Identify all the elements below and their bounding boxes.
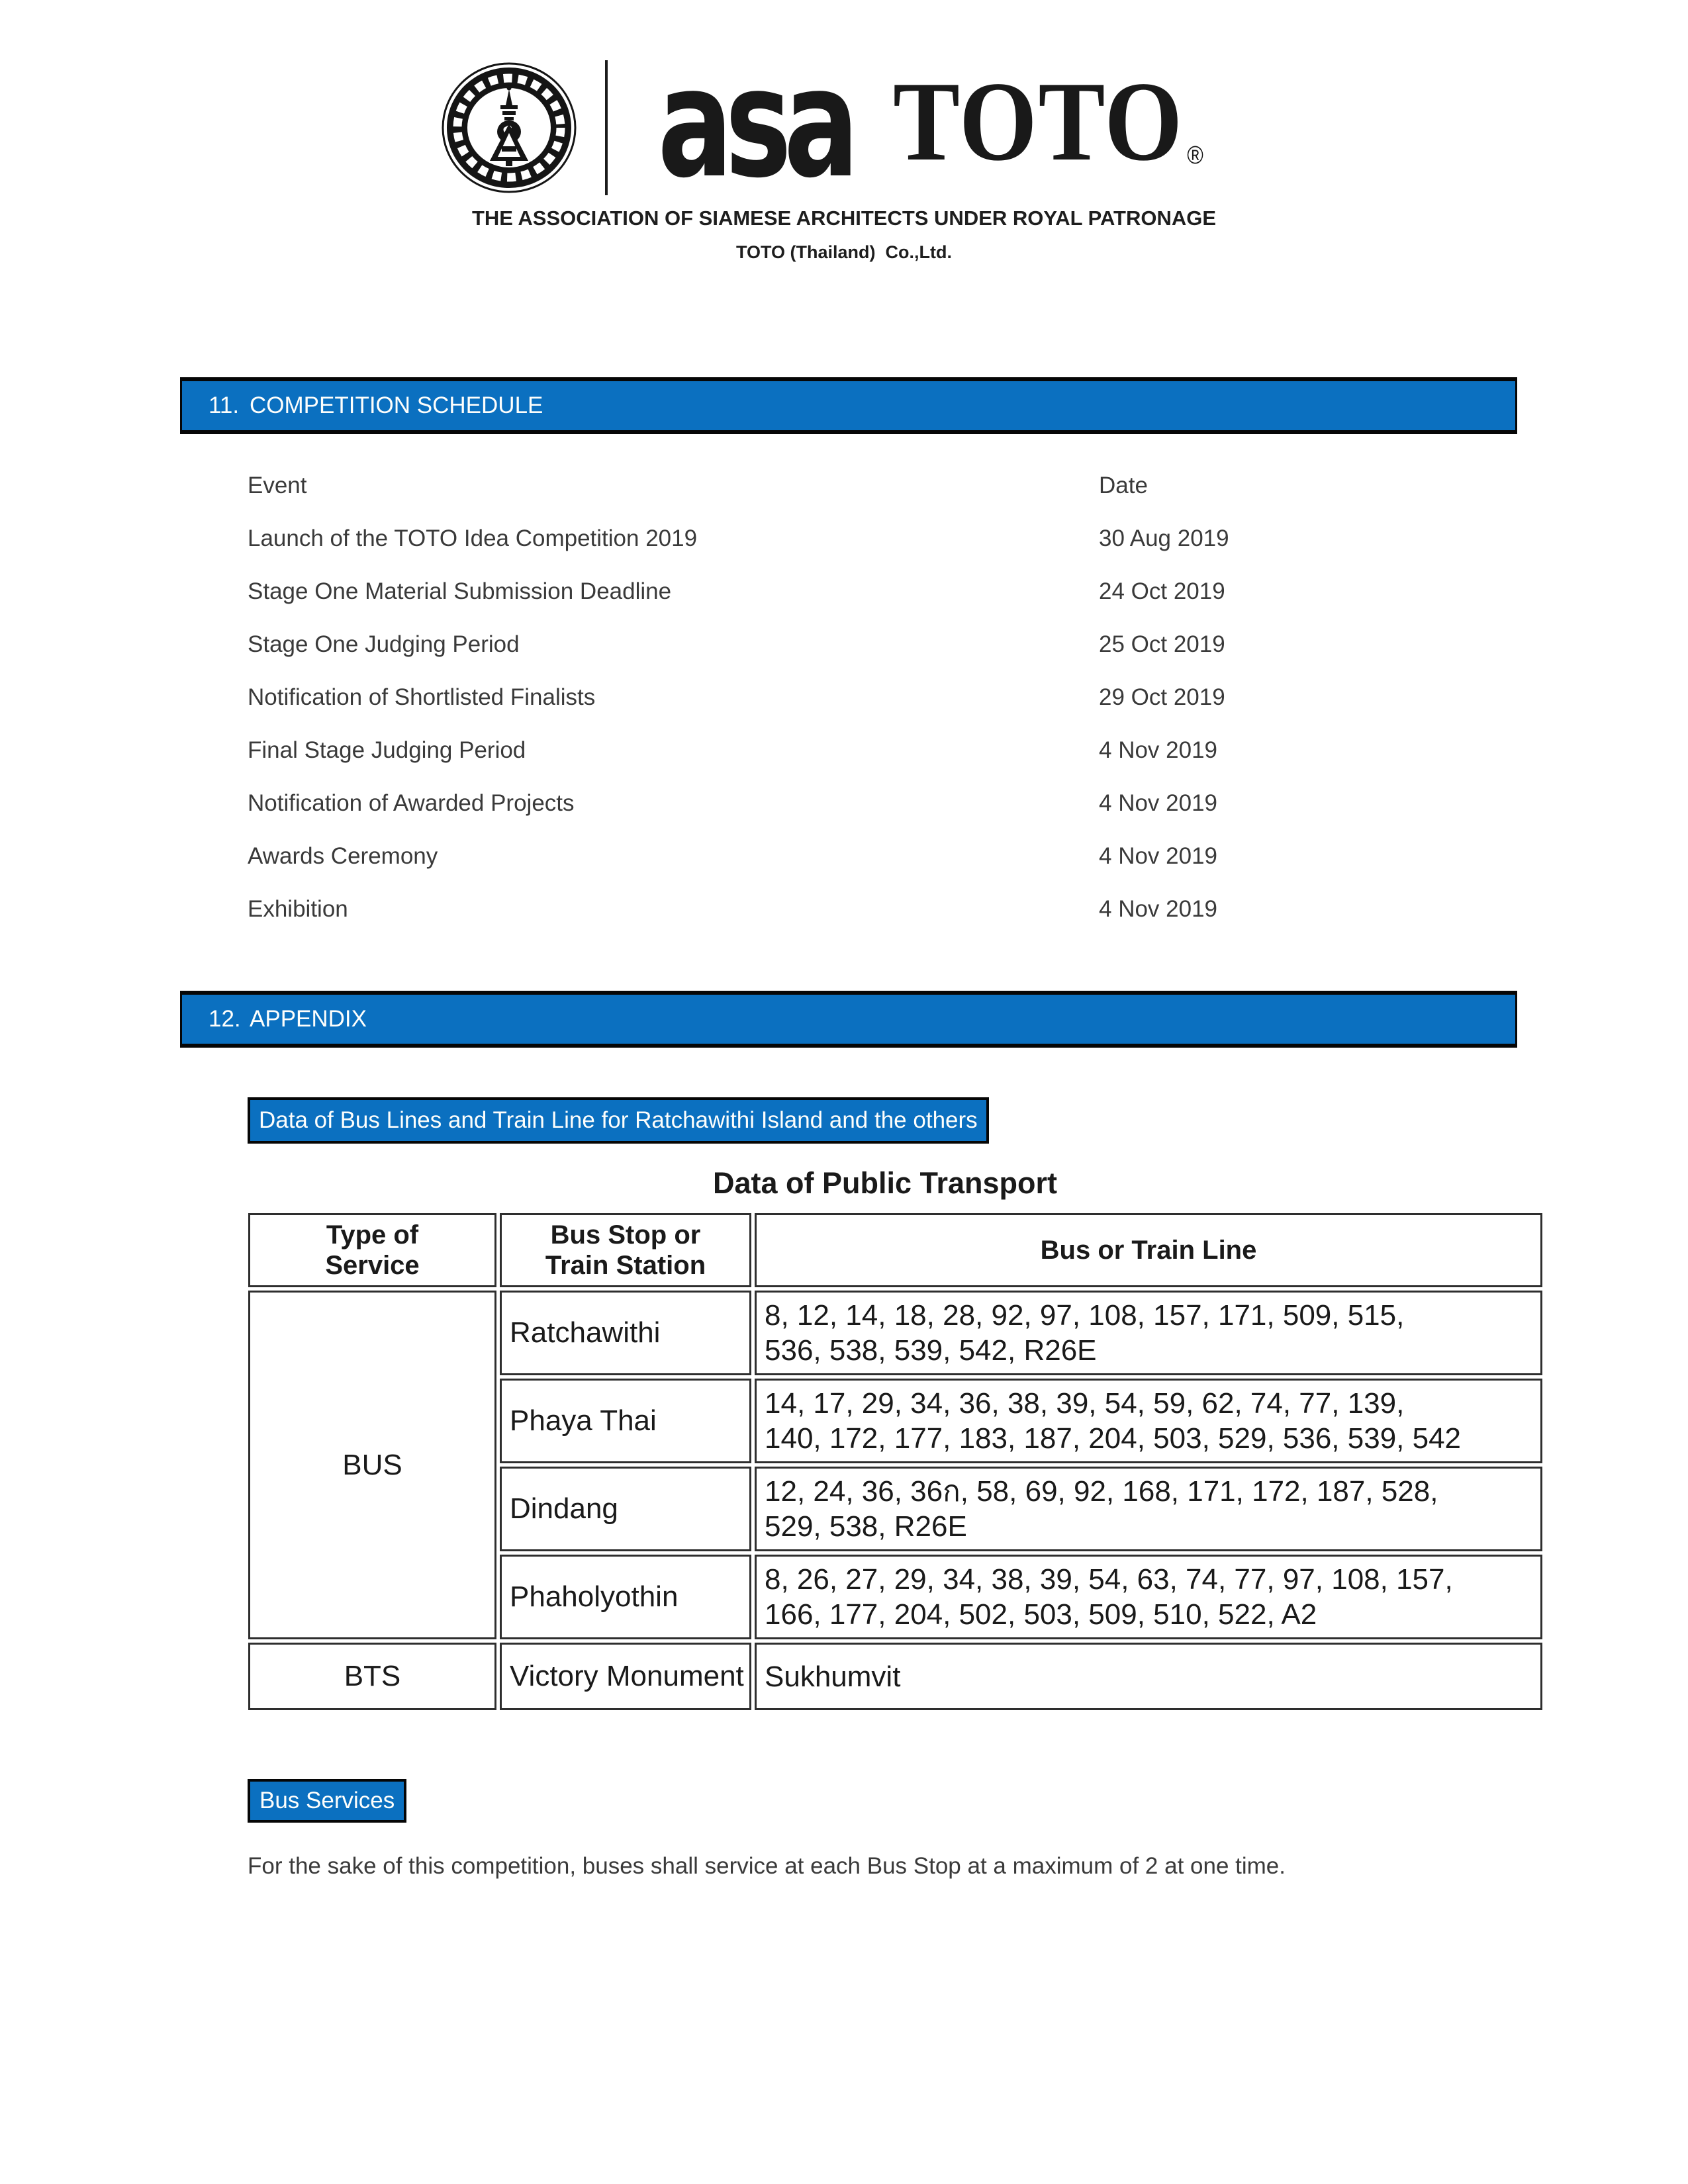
lines-cell: Sukhumvit: [755, 1643, 1542, 1710]
registered-trademark-icon: ®: [1187, 142, 1205, 169]
event-cell: Stage One Judging Period: [248, 631, 520, 657]
transport-table-title: Data of Public Transport: [712, 1166, 1058, 1200]
event-cell: Final Stage Judging Period: [248, 737, 526, 763]
date-cell: 29 Oct 2019: [1099, 684, 1225, 710]
event-cell: Stage One Material Submission Deadline: [248, 578, 672, 604]
schedule-col-event: Event: [248, 473, 307, 498]
transport-header-row: Type of Service Bus Stop or Train Statio…: [248, 1213, 1542, 1287]
service-cell-bus: BUS: [248, 1291, 496, 1639]
stop-cell: Phaholyothin: [500, 1555, 751, 1639]
company-name-line: TOTO (Thailand) Co.,Ltd.: [736, 242, 952, 262]
section-title: COMPETITION SCHEDULE: [250, 392, 543, 418]
stop-cell: Ratchawithi: [500, 1291, 751, 1375]
schedule-row: Stage One Material Submission Deadline 2…: [248, 577, 1525, 630]
stop-cell: Phaya Thai: [500, 1379, 751, 1463]
date-cell: 4 Nov 2019: [1099, 790, 1218, 816]
transport-table: Type of Service Bus Stop or Train Statio…: [245, 1210, 1546, 1713]
lines-cell: 8, 12, 14, 18, 28, 92, 97, 108, 157, 171…: [755, 1291, 1542, 1375]
table-row-ratchawithi: BUS Ratchawithi 8, 12, 14, 18, 28, 92, 9…: [248, 1291, 1542, 1639]
section-title: APPENDIX: [250, 1006, 367, 1032]
event-cell: Launch of the TOTO Idea Competition 2019: [248, 525, 698, 551]
stop-cell: Dindang: [500, 1467, 751, 1551]
appendix-highlight-label: Data of Bus Lines and Train Line for Rat…: [248, 1097, 989, 1144]
schedule-row: Notification of Shortlisted Finalists 29…: [248, 683, 1525, 736]
lines-cell: 12, 24, 36, 36ก, 58, 69, 92, 168, 171, 1…: [755, 1467, 1542, 1551]
table-row-bts: BTS Victory Monument Sukhumvit: [248, 1643, 1542, 1710]
schedule-table: Event Date Launch of the TOTO Idea Compe…: [248, 471, 1525, 948]
date-cell: 4 Nov 2019: [1099, 843, 1218, 869]
section-number: 11.: [209, 392, 240, 418]
schedule-row: Awards Ceremony 4 Nov 2019: [248, 842, 1525, 895]
date-cell: 24 Oct 2019: [1099, 578, 1225, 604]
section-banner-appendix: 12. APPENDIX: [180, 991, 1517, 1048]
section-banner-competition-schedule: 11. COMPETITION SCHEDULE: [180, 377, 1517, 434]
table-row-phaholyothin: Phaholyothin 8, 26, 27, 29, 34, 38, 39, …: [248, 1555, 1542, 1639]
schedule-row: Launch of the TOTO Idea Competition 2019…: [248, 524, 1525, 577]
event-cell: Notification of Awarded Projects: [248, 790, 575, 816]
schedule-row: Exhibition 4 Nov 2019: [248, 895, 1525, 948]
date-cell: 4 Nov 2019: [1099, 896, 1218, 922]
toto-wordmark-logo: TOTO ®: [893, 59, 1205, 185]
logo-divider: [604, 60, 608, 195]
col-header-type-of-service: Type of Service: [248, 1213, 496, 1287]
table-row-dindang: Dindang 12, 24, 36, 36ก, 58, 69, 92, 168…: [248, 1467, 1542, 1551]
bus-services-label: Bus Services: [248, 1779, 407, 1823]
section-number: 12.: [209, 1006, 241, 1032]
service-cell-bts: BTS: [248, 1643, 496, 1710]
stop-cell: Victory Monument: [500, 1643, 751, 1710]
schedule-header-row: Event Date: [248, 471, 1525, 524]
header-logos: asa TOTO ®: [0, 35, 1688, 211]
col-header-bus-stop-or-train-station: Bus Stop or Train Station: [500, 1213, 751, 1287]
bus-services-note: For the sake of this competition, buses …: [248, 1853, 1286, 1879]
toto-logo-text: TOTO: [893, 59, 1184, 185]
schedule-row: Notification of Awarded Projects 4 Nov 2…: [248, 789, 1525, 842]
asa-royal-emblem-logo: [442, 62, 577, 193]
date-cell: 4 Nov 2019: [1099, 737, 1218, 763]
org-name-line: THE ASSOCIATION OF SIAMESE ARCHITECTS UN…: [471, 206, 1217, 230]
date-cell: 25 Oct 2019: [1099, 631, 1225, 657]
table-row-phaya-thai: Phaya Thai 14, 17, 29, 34, 36, 38, 39, 5…: [248, 1379, 1542, 1463]
event-cell: Awards Ceremony: [248, 843, 438, 869]
date-cell: 30 Aug 2019: [1099, 525, 1229, 551]
asa-wordmark-logo: asa: [657, 35, 859, 211]
col-header-bus-or-train-line: Bus or Train Line: [755, 1213, 1542, 1287]
event-cell: Exhibition: [248, 896, 348, 922]
schedule-row: Final Stage Judging Period 4 Nov 2019: [248, 736, 1525, 789]
event-cell: Notification of Shortlisted Finalists: [248, 684, 596, 710]
schedule-row: Stage One Judging Period 25 Oct 2019: [248, 630, 1525, 683]
schedule-col-date: Date: [1099, 473, 1148, 498]
lines-cell: 8, 26, 27, 29, 34, 38, 39, 54, 63, 74, 7…: [755, 1555, 1542, 1639]
lines-cell: 14, 17, 29, 34, 36, 38, 39, 54, 59, 62, …: [755, 1379, 1542, 1463]
